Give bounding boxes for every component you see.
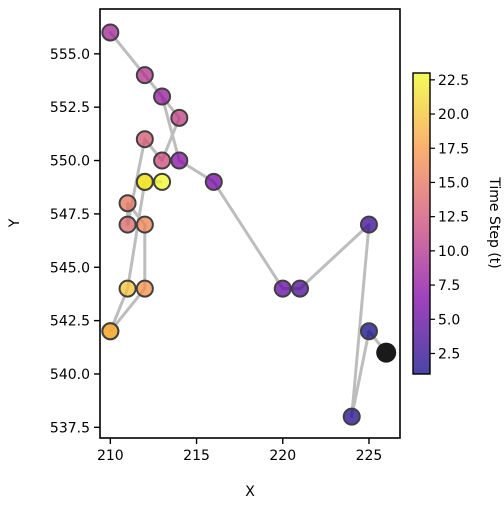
data-point xyxy=(342,407,361,426)
y-axis-label: Y xyxy=(7,218,23,228)
y-tick-label: 540.0 xyxy=(50,367,90,383)
data-point xyxy=(118,194,137,213)
data-point xyxy=(153,87,172,106)
y-tick-label: 537.5 xyxy=(50,420,90,436)
data-point xyxy=(291,279,309,298)
data-point xyxy=(135,172,154,191)
y-tick-label: 547.5 xyxy=(50,207,90,223)
colorbar-tick-label: 10.0 xyxy=(438,244,469,260)
data-point xyxy=(135,130,154,149)
data-point xyxy=(101,322,120,341)
data-point xyxy=(101,23,120,42)
y-tick-label: 550.0 xyxy=(50,154,90,170)
data-point xyxy=(135,66,154,85)
colorbar-tick-label: 15.0 xyxy=(438,175,469,191)
colorbar-tick-label: 12.5 xyxy=(438,210,469,226)
colorbar-tick-label: 22.5 xyxy=(438,73,469,89)
data-point xyxy=(153,151,172,170)
current-position-marker xyxy=(376,342,397,363)
data-point xyxy=(118,215,137,234)
colorbar-label: Time Step (t) xyxy=(486,176,502,268)
x-tick-label: 210 xyxy=(97,448,124,464)
data-point xyxy=(359,215,378,234)
y-axis-ticks: 537.5 540.0 542.5 545.0 547.5 550.0 552.5 555.0 xyxy=(50,47,100,436)
colorbar-tick-label: 17.5 xyxy=(438,141,469,157)
data-point xyxy=(273,279,292,298)
y-tick-label: 555.0 xyxy=(50,47,90,63)
data-point xyxy=(170,151,189,170)
colorbar-tick-label: 5.0 xyxy=(438,312,460,328)
plot-frame xyxy=(99,8,401,439)
data-point xyxy=(359,322,378,341)
x-axis-ticks: 210 215 220 225 xyxy=(97,438,382,464)
x-tick-label: 225 xyxy=(356,448,383,464)
x-tick-label: 215 xyxy=(183,448,210,464)
data-point xyxy=(153,172,172,191)
data-point xyxy=(118,279,137,298)
colorbar-gradient xyxy=(413,73,430,374)
data-point xyxy=(204,172,223,191)
colorbar-frame xyxy=(412,72,431,375)
colorbar-tick-label: 2.5 xyxy=(438,346,460,362)
y-tick-label: 552.5 xyxy=(50,100,90,116)
y-tick-label: 545.0 xyxy=(50,260,90,276)
x-tick-label: 220 xyxy=(269,448,296,464)
data-points xyxy=(101,23,397,426)
data-point xyxy=(135,215,154,234)
colorbar: 2.5 5.0 7.5 10.0 12.5 15.0 17.5 20.0 22.5 Time S… xyxy=(412,72,502,375)
data-point xyxy=(170,108,189,127)
colorbar-tick-label: 7.5 xyxy=(438,278,460,294)
data-point xyxy=(135,279,154,298)
y-tick-label: 542.5 xyxy=(50,314,90,330)
colorbar-tick-label: 20.0 xyxy=(438,107,469,123)
x-axis-label: X xyxy=(245,484,255,500)
colorbar-ticks: 2.5 5.0 7.5 10.0 12.5 15.0 17.5 20.0 22.5 xyxy=(430,73,469,362)
